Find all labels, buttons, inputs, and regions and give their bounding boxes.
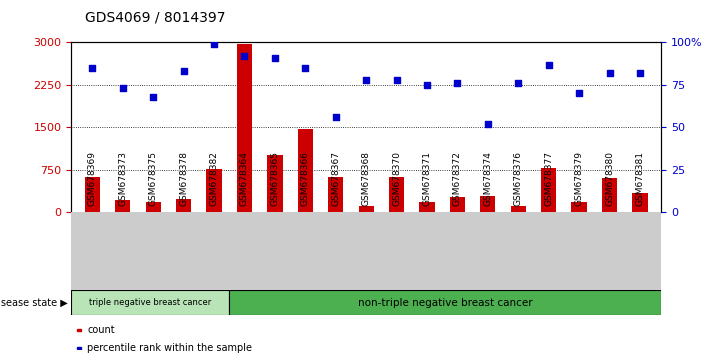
Bar [146,202,161,212]
Bar [389,177,404,212]
Text: percentile rank within the sample: percentile rank within the sample [87,343,252,353]
Point [330,114,341,120]
Point [513,80,524,86]
Bar [328,177,343,212]
Point [573,91,584,96]
Bar [85,177,100,212]
Text: non-triple negative breast cancer: non-triple negative breast cancer [358,298,533,308]
Point [269,55,281,61]
Point [543,62,555,67]
Point [148,94,159,100]
Bar [419,202,434,212]
Bar [77,347,81,349]
Point [239,53,250,59]
Point [482,121,493,127]
Point [422,82,433,88]
FancyBboxPatch shape [229,290,661,315]
Text: GDS4069 / 8014397: GDS4069 / 8014397 [85,11,226,25]
Bar [572,202,587,212]
Point [604,70,615,76]
Bar [480,196,496,212]
Point [87,65,98,71]
Point [208,41,220,47]
Bar [206,169,222,212]
Point [360,77,372,83]
Bar [632,193,648,212]
Bar [358,206,374,212]
Point [391,77,402,83]
Bar [237,44,252,212]
Point [634,70,646,76]
Bar [450,197,465,212]
Point [299,65,311,71]
Bar [267,155,282,212]
Bar [77,329,81,331]
Bar [510,206,526,212]
Bar [602,178,617,212]
Bar [541,168,556,212]
Text: triple negative breast cancer: triple negative breast cancer [89,298,211,307]
Bar [115,200,130,212]
Point [451,80,463,86]
Point [178,69,189,74]
Bar [298,129,313,212]
Text: count: count [87,325,114,335]
Bar [176,199,191,212]
Point [117,86,129,91]
Text: disease state ▶: disease state ▶ [0,298,68,308]
FancyBboxPatch shape [71,290,229,315]
